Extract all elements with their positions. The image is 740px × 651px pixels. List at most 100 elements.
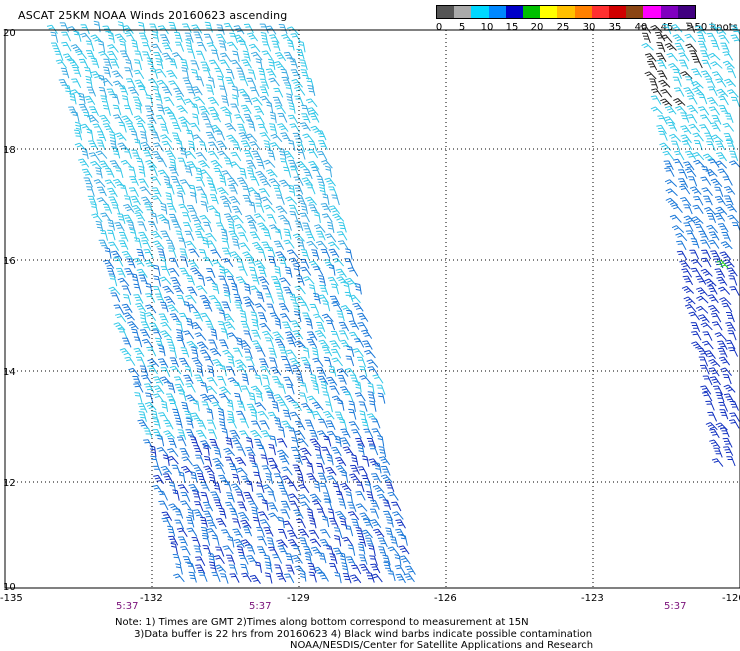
wind-barb	[192, 113, 200, 125]
wind-barb	[138, 21, 146, 34]
wind-barb	[318, 275, 326, 287]
wind-barb	[274, 283, 284, 294]
wind-barb	[223, 313, 235, 323]
wind-barb	[297, 149, 306, 160]
wind-barb	[719, 297, 732, 306]
wind-barb	[227, 536, 235, 548]
wind-barb	[250, 51, 263, 61]
wind-barb	[178, 203, 190, 214]
wind-barb	[92, 123, 104, 133]
wind-barb	[650, 95, 662, 105]
wind-barb	[309, 493, 322, 503]
colorbar-tick-label: 15	[505, 22, 519, 33]
wind-barb	[362, 340, 373, 350]
wind-barb	[308, 517, 317, 529]
wind-barb	[162, 106, 175, 116]
wind-barb	[207, 96, 220, 106]
wind-barb	[186, 48, 196, 60]
wind-barb	[210, 124, 223, 134]
colorbar-tick-label: 0	[435, 22, 443, 33]
wind-barb	[199, 141, 208, 153]
wind-barb	[303, 546, 313, 557]
wind-barb	[302, 222, 312, 233]
wind-barb	[685, 168, 697, 177]
wind-barb	[90, 34, 103, 43]
wind-barb	[718, 356, 731, 366]
wind-barb	[691, 80, 704, 89]
wind-barb	[306, 338, 318, 349]
wind-barb	[246, 437, 254, 449]
wind-barb	[256, 546, 267, 556]
wind-barb	[256, 482, 265, 494]
wind-barb	[345, 248, 353, 260]
wind-barb	[702, 375, 713, 386]
wind-barb	[333, 527, 343, 538]
wind-barb	[200, 61, 211, 72]
wind-barb	[168, 503, 181, 512]
wind-barb	[178, 390, 187, 402]
wind-barb	[717, 223, 729, 233]
wind-barb	[701, 257, 712, 268]
wind-barb	[240, 519, 252, 529]
wind-barb	[338, 330, 349, 341]
wind-barb	[680, 197, 692, 206]
wind-barb	[185, 294, 197, 304]
wind-barb	[365, 537, 375, 548]
wind-barb	[145, 159, 157, 169]
wind-barb	[708, 106, 720, 116]
wind-barb	[208, 106, 220, 117]
wind-barb	[166, 239, 176, 250]
wind-barb	[321, 515, 330, 528]
wind-barb	[167, 304, 179, 313]
wind-barb	[182, 77, 193, 88]
wind-barb	[351, 429, 362, 439]
wind-barb	[352, 348, 364, 358]
wind-barb	[274, 265, 282, 278]
wind-barb	[112, 104, 122, 116]
footnote-line: Note: 1) Times are GMT 2)Times along bot…	[115, 617, 529, 628]
wind-barb	[340, 428, 351, 439]
wind-barb	[255, 170, 268, 180]
wind-barb	[309, 113, 320, 123]
wind-barb	[660, 34, 673, 43]
wind-barb	[186, 275, 195, 286]
wind-barb	[321, 213, 333, 223]
wind-barb	[204, 456, 213, 467]
wind-barb	[288, 204, 299, 215]
wind-barb	[719, 251, 732, 260]
wind-barb	[195, 556, 206, 567]
wind-barb	[124, 105, 133, 116]
wind-barb	[299, 258, 310, 269]
wind-barb	[329, 295, 341, 306]
wind-barb	[254, 402, 267, 411]
wind-barb	[83, 111, 92, 123]
wind-barb	[238, 232, 249, 242]
wind-barb	[294, 420, 306, 431]
wind-barb	[136, 157, 145, 169]
wind-barb	[130, 130, 139, 142]
wind-barb	[195, 76, 205, 87]
wind-barb	[153, 385, 165, 395]
wind-barb	[168, 535, 179, 546]
longitude-tick-label: -120	[722, 593, 740, 604]
wind-barb	[273, 240, 285, 250]
wind-barb	[714, 212, 726, 222]
wind-barb	[256, 493, 267, 503]
wind-barb	[363, 428, 374, 439]
wind-barb	[251, 150, 262, 161]
wind-barb	[207, 150, 220, 160]
wind-barb	[260, 32, 268, 44]
wind-barb	[90, 57, 100, 69]
wind-barb	[123, 312, 135, 321]
wind-barb	[317, 375, 329, 385]
wind-barb	[245, 133, 258, 142]
wind-barb	[124, 356, 136, 366]
wind-barb	[137, 403, 148, 413]
wind-barb	[276, 194, 285, 205]
wind-barb	[366, 413, 379, 422]
wind-barb	[726, 267, 738, 277]
wind-barb	[369, 400, 377, 412]
wind-barb	[723, 133, 734, 143]
wind-barb	[350, 374, 360, 385]
wind-barb	[108, 241, 120, 251]
